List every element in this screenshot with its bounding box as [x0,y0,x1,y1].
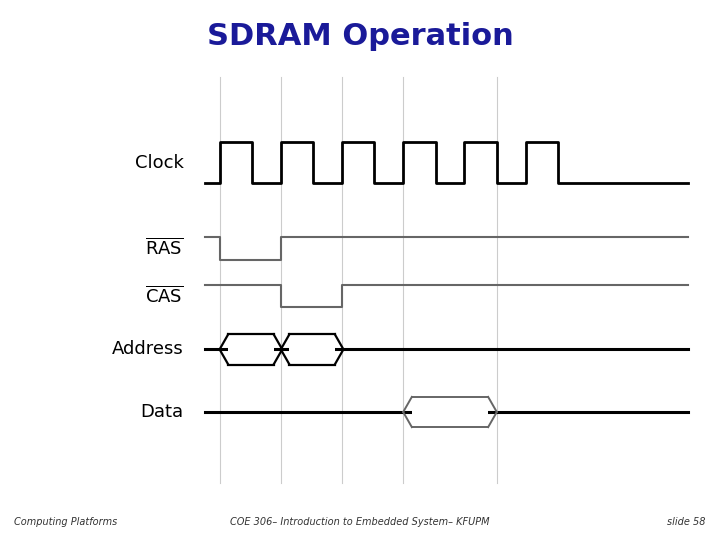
Text: COE 306– Introduction to Embedded System– KFUPM: COE 306– Introduction to Embedded System… [230,517,490,528]
Bar [289,335,335,363]
Bar [228,335,274,363]
Text: Clock: Clock [135,153,184,172]
Text: Data: Data [140,403,184,421]
Text: Address: Address [112,340,184,359]
Text: slide 58: slide 58 [667,517,706,528]
Text: Computing Platforms: Computing Platforms [14,517,117,528]
Bar [412,398,488,426]
Text: $\overline{\rm RAS}$: $\overline{\rm RAS}$ [145,238,184,259]
Text: $\overline{\rm CAS}$: $\overline{\rm CAS}$ [145,286,184,306]
Text: SDRAM Operation: SDRAM Operation [207,22,513,51]
